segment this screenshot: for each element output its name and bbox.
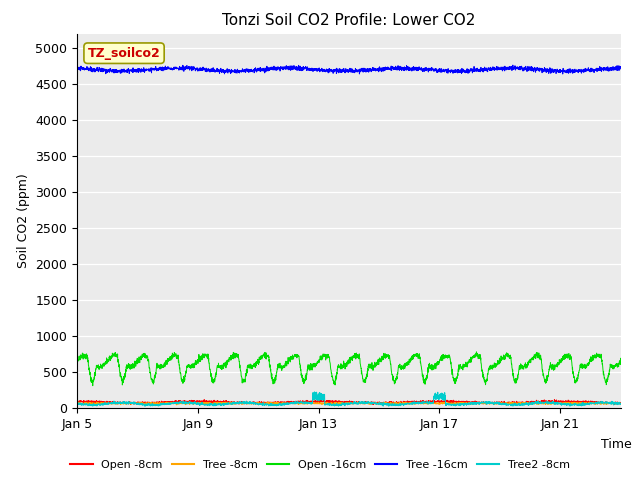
Open -16cm [282,362,289,368]
Open -8cm [282,399,289,405]
Tree2 -8cm [282,400,289,406]
Tree -8cm [548,400,556,406]
Open -16cm [472,349,480,355]
Open -16cm [617,359,625,365]
Text: TZ_soilco2: TZ_soilco2 [88,47,161,60]
Line: Open -16cm: Open -16cm [77,352,621,386]
Open -8cm [548,398,556,404]
Open -8cm [73,397,81,403]
Line: Tree -8cm: Tree -8cm [77,402,621,405]
Tree -16cm [559,71,566,77]
Tree -8cm [167,399,175,405]
Tree2 -8cm [135,401,143,407]
Open -16cm [548,366,556,372]
Open -16cm [168,354,175,360]
Tree -8cm [73,400,81,406]
Tree2 -8cm [168,401,175,407]
Open -8cm [135,401,143,407]
Tree -16cm [617,64,625,70]
Open -8cm [384,402,392,408]
Open -8cm [617,399,625,405]
Tree -16cm [135,68,143,73]
Tree -8cm [607,400,614,406]
Open -16cm [305,364,313,370]
Line: Tree2 -8cm: Tree2 -8cm [77,392,621,406]
Open -16cm [73,356,81,361]
Tree -16cm [73,64,81,70]
Open -16cm [135,354,143,360]
Tree -8cm [135,400,143,406]
Tree -16cm [305,67,313,72]
Tree2 -8cm [311,389,319,395]
Open -8cm [167,399,175,405]
Tree2 -8cm [73,401,81,407]
Tree2 -8cm [607,401,614,407]
Tree -8cm [282,400,289,406]
X-axis label: Time: Time [601,438,632,451]
Legend: Open -8cm, Tree -8cm, Open -16cm, Tree -16cm, Tree2 -8cm: Open -8cm, Tree -8cm, Open -16cm, Tree -… [66,456,574,474]
Tree2 -8cm [305,400,313,406]
Open -16cm [89,383,97,389]
Tree -8cm [396,399,404,405]
Line: Tree -16cm: Tree -16cm [77,65,621,74]
Tree -16cm [607,66,614,72]
Y-axis label: Soil CO2 (ppm): Soil CO2 (ppm) [17,173,29,268]
Tree -16cm [509,62,516,68]
Tree -8cm [617,400,625,406]
Tree -8cm [305,400,313,406]
Open -8cm [550,397,558,403]
Tree -16cm [548,68,556,74]
Open -8cm [607,399,614,405]
Tree -16cm [167,65,175,71]
Title: Tonzi Soil CO2 Profile: Lower CO2: Tonzi Soil CO2 Profile: Lower CO2 [222,13,476,28]
Open -8cm [305,398,313,404]
Open -16cm [607,363,614,369]
Tree2 -8cm [617,401,625,407]
Tree -8cm [173,402,180,408]
Tree2 -8cm [141,403,149,409]
Tree2 -8cm [548,401,556,407]
Line: Open -8cm: Open -8cm [77,400,621,405]
Tree -16cm [282,66,289,72]
